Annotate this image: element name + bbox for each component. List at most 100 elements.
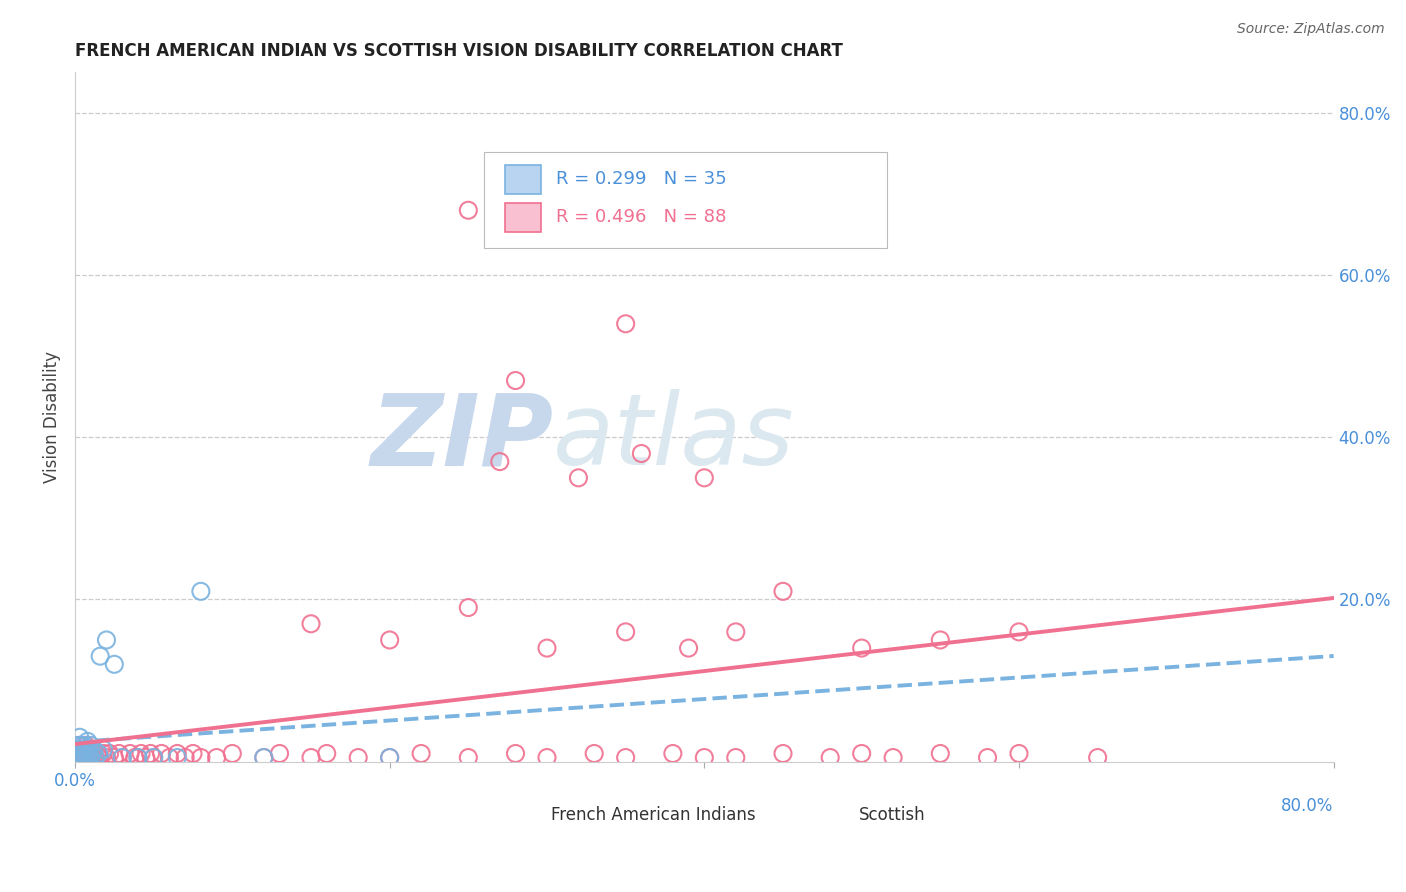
Point [536,641,558,656]
Point [851,641,873,656]
Point [127,750,149,764]
Point [73,750,96,764]
Point [772,584,794,599]
Point [166,750,188,764]
Point [181,747,204,761]
Point [80,750,103,764]
Point [221,747,243,761]
Point [253,750,276,764]
Point [91,742,114,756]
Point [693,471,716,485]
Point [65,750,87,764]
FancyBboxPatch shape [503,803,541,827]
Point [299,750,322,764]
Point [73,739,96,753]
Point [190,584,212,599]
Point [614,317,637,331]
Point [96,632,118,647]
Point [851,747,873,761]
Point [76,747,98,761]
Text: Scottish: Scottish [859,805,925,823]
Y-axis label: Vision Disability: Vision Disability [44,351,60,483]
Point [69,731,91,745]
Point [818,750,841,764]
Text: R = 0.299   N = 35: R = 0.299 N = 35 [555,170,727,188]
Text: Source: ZipAtlas.com: Source: ZipAtlas.com [1237,22,1385,37]
Point [882,750,904,764]
Point [84,750,107,764]
Point [96,750,118,764]
Point [82,750,104,764]
Point [505,747,527,761]
Point [91,747,114,761]
Point [457,203,479,218]
Point [75,739,97,753]
Point [75,742,97,756]
Point [98,747,121,761]
Point [67,739,90,753]
Point [139,747,162,761]
Point [69,739,91,753]
Point [1008,624,1031,639]
Point [347,750,370,764]
Text: 80.0%: 80.0% [1281,797,1334,815]
Point [614,624,637,639]
Point [77,747,100,761]
FancyBboxPatch shape [506,202,541,232]
Point [135,750,157,764]
Point [108,747,131,761]
Point [724,624,747,639]
Point [536,750,558,764]
Point [174,750,197,764]
Point [75,750,97,764]
Point [411,747,433,761]
Point [72,747,94,761]
Point [80,739,103,753]
Point [1008,747,1031,761]
Point [70,742,93,756]
FancyBboxPatch shape [506,165,541,194]
Point [70,750,93,764]
Point [72,750,94,764]
Point [87,747,110,761]
Point [67,742,90,756]
Point [1087,750,1109,764]
Point [83,742,105,756]
Point [142,750,165,764]
Point [205,750,228,764]
Point [69,742,91,756]
Point [120,747,142,761]
Point [315,747,337,761]
FancyBboxPatch shape [484,152,887,248]
Point [253,750,276,764]
Point [614,750,637,764]
Point [72,742,94,756]
Point [89,750,111,764]
Point [724,750,747,764]
Point [65,747,87,761]
Point [103,750,125,764]
Point [583,747,606,761]
Point [457,750,479,764]
Point [72,747,94,761]
Point [929,632,952,647]
Point [929,747,952,761]
Point [69,750,91,764]
Point [269,747,291,761]
Point [87,750,110,764]
Point [84,750,107,764]
Point [662,747,685,761]
FancyBboxPatch shape [811,803,849,827]
Point [772,747,794,761]
Point [67,747,90,761]
Point [86,747,108,761]
Point [630,446,652,460]
Point [69,747,91,761]
Point [70,747,93,761]
Point [693,750,716,764]
Point [505,374,527,388]
Point [76,750,98,764]
Point [77,750,100,764]
Text: R = 0.496   N = 88: R = 0.496 N = 88 [555,208,725,227]
Point [457,600,479,615]
